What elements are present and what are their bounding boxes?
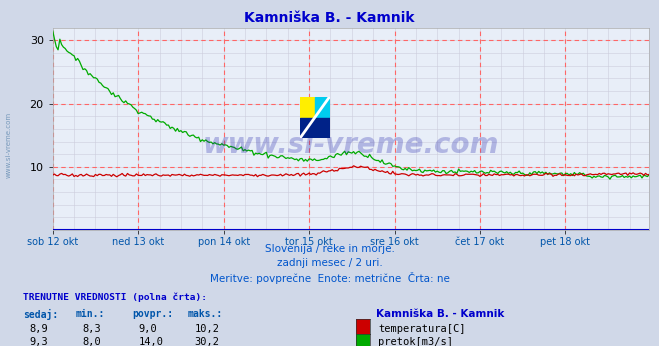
Text: 30,2: 30,2 xyxy=(194,337,219,346)
Text: temperatura[C]: temperatura[C] xyxy=(378,324,466,334)
Text: 10,2: 10,2 xyxy=(194,324,219,334)
Text: Kamniška B. - Kamnik: Kamniška B. - Kamnik xyxy=(376,309,504,319)
Text: 9,0: 9,0 xyxy=(138,324,157,334)
Text: povpr.:: povpr.: xyxy=(132,309,173,319)
Text: 9,3: 9,3 xyxy=(30,337,48,346)
Bar xyxy=(300,97,315,118)
Text: www.si-vreme.com: www.si-vreme.com xyxy=(203,131,499,159)
Text: min.:: min.: xyxy=(76,309,105,319)
Text: Kamniška B. - Kamnik: Kamniška B. - Kamnik xyxy=(244,11,415,25)
Bar xyxy=(315,97,330,118)
Text: www.si-vreme.com: www.si-vreme.com xyxy=(5,112,12,179)
Text: 14,0: 14,0 xyxy=(138,337,163,346)
Text: pretok[m3/s]: pretok[m3/s] xyxy=(378,337,453,346)
Text: Slovenija / reke in morje.: Slovenija / reke in morje. xyxy=(264,244,395,254)
Text: Meritve: povprečne  Enote: metrične  Črta: ne: Meritve: povprečne Enote: metrične Črta:… xyxy=(210,272,449,284)
Text: sedaj:: sedaj: xyxy=(23,309,58,320)
Bar xyxy=(315,118,330,138)
Text: maks.:: maks.: xyxy=(188,309,223,319)
Text: TRENUTNE VREDNOSTI (polna črta):: TRENUTNE VREDNOSTI (polna črta): xyxy=(23,292,207,302)
Text: 8,3: 8,3 xyxy=(82,324,101,334)
Text: zadnji mesec / 2 uri.: zadnji mesec / 2 uri. xyxy=(277,258,382,268)
Text: 8,0: 8,0 xyxy=(82,337,101,346)
Text: 8,9: 8,9 xyxy=(30,324,48,334)
Bar xyxy=(300,118,315,138)
